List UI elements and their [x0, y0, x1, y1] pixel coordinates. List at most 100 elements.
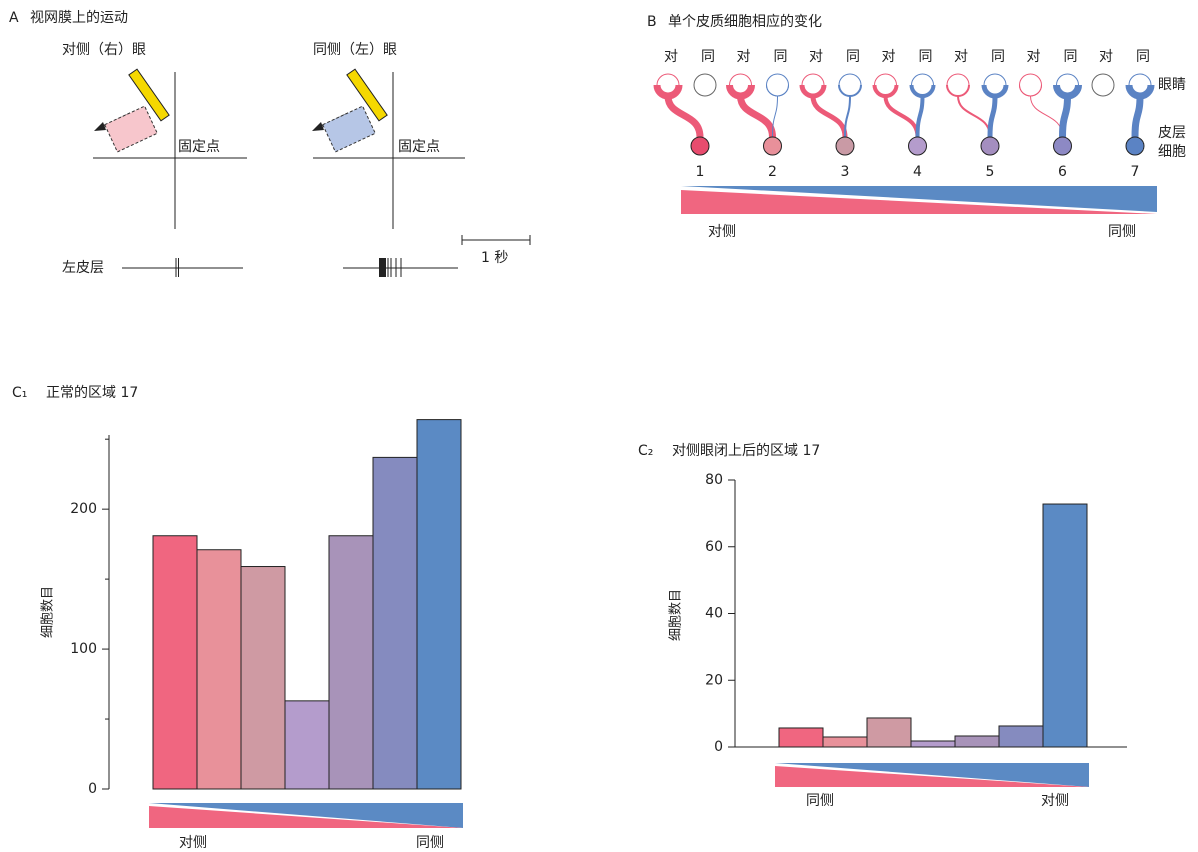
group-number: 6 [1058, 164, 1067, 180]
panel-label: A [9, 10, 19, 26]
group-number: 7 [1131, 164, 1140, 180]
gradient-pink [775, 766, 1089, 787]
cortical-cell [763, 136, 782, 156]
eye-label: 对 [664, 49, 678, 65]
chart-title: 正常的区域 17 [46, 385, 138, 401]
eye-label: 同 [991, 49, 1005, 65]
eye-label: 同 [1136, 49, 1150, 65]
bar [240, 566, 286, 790]
eye-label: 对 [737, 49, 751, 65]
eye-arc [653, 84, 683, 100]
eye-arc [1053, 84, 1082, 100]
bar [778, 727, 824, 748]
group-number: 3 [841, 164, 850, 180]
group-number: 2 [768, 164, 777, 180]
scale-label: 1 秒 [481, 250, 508, 266]
projection [737, 95, 776, 138]
eye-label: 对 [1099, 49, 1113, 65]
bar [998, 725, 1044, 748]
group-number: 5 [986, 164, 995, 180]
bar [822, 736, 868, 748]
bar [954, 735, 1000, 748]
gradient-bar [681, 186, 1157, 214]
trace-label: 左皮层 [62, 260, 104, 276]
bar [416, 419, 462, 790]
y-axis-label: 细胞数目 [669, 589, 684, 641]
gradient-blue [775, 763, 1089, 787]
bar [1042, 503, 1088, 748]
eye-label: 同 [846, 49, 860, 65]
fixation-label: 固定点 [398, 139, 440, 155]
bar [196, 549, 242, 790]
end-label: 对侧 [708, 224, 736, 240]
eye-arc [1019, 84, 1042, 97]
bar [328, 535, 374, 790]
panel-title: 视网膜上的运动 [30, 10, 128, 26]
end-label: 对侧 [1041, 793, 1069, 809]
y-tick-label: 20 [705, 672, 723, 688]
eye-arc [838, 84, 862, 97]
eye-arc [946, 84, 970, 97]
stimulus-contra [93, 68, 247, 229]
projection [957, 95, 991, 138]
eye-arc [909, 84, 936, 98]
end-label: 同侧 [1108, 224, 1136, 240]
projection [987, 95, 998, 138]
y-tick-label: 0 [714, 739, 723, 755]
bar [372, 456, 418, 790]
cortical-cell [690, 136, 710, 156]
panel-title: 单个皮质细胞相应的变化 [668, 13, 822, 30]
group-number: 4 [913, 164, 922, 180]
eye [693, 73, 717, 97]
eye-label: 同侧（左）眼 [313, 42, 397, 58]
projection [1059, 95, 1071, 138]
eye-label: 对 [954, 49, 968, 65]
eye-arc [726, 84, 755, 100]
eye-label: 对 [809, 49, 823, 65]
end-label: 同侧 [416, 835, 444, 851]
projection [915, 95, 925, 138]
eye-arc [872, 84, 899, 98]
end-label: 同侧 [806, 793, 834, 809]
projection [772, 95, 778, 138]
y-tick-label: 80 [705, 472, 723, 488]
bar [284, 700, 330, 790]
eye-label: 对 [1027, 49, 1041, 65]
eye-label: 同 [774, 49, 788, 65]
eye-arc [1125, 84, 1155, 100]
cortical-cell [1125, 136, 1145, 156]
bar [866, 717, 912, 748]
stimulus-ipsi [312, 68, 465, 229]
gradient-pink [149, 806, 463, 828]
cortical-cell [980, 136, 1000, 156]
cortical-cell [835, 136, 855, 156]
bar [910, 740, 956, 748]
y-tick-label: 60 [705, 539, 723, 555]
chart-title: 对侧眼闭上后的区域 17 [672, 443, 820, 459]
chart-label: C₂ [638, 443, 653, 459]
projection [664, 95, 704, 138]
chart-label: C₁ [12, 385, 27, 401]
eye-label: 对 [882, 49, 896, 65]
y-tick-label: 200 [70, 501, 97, 517]
fixation-label: 固定点 [178, 139, 220, 155]
panel-label: B [647, 14, 657, 30]
bar [152, 535, 198, 790]
end-label: 对侧 [179, 835, 207, 851]
cell-label: 细胞 [1158, 144, 1186, 160]
gradient-blue [149, 803, 463, 828]
cortical-cell [1053, 136, 1072, 156]
projection [844, 95, 851, 138]
eye-label: 对侧（右）眼 [62, 42, 146, 58]
projection [1131, 95, 1144, 138]
eye [1091, 73, 1115, 97]
eye-arc [799, 84, 827, 99]
eye-label: 同 [919, 49, 933, 65]
eye-arc [981, 84, 1009, 99]
y-tick-label: 0 [88, 781, 97, 797]
y-tick-label: 100 [70, 641, 97, 657]
spike-traces [122, 235, 531, 277]
eye-label: 同 [701, 49, 715, 65]
eyes-label: 眼睛 [1158, 77, 1186, 93]
